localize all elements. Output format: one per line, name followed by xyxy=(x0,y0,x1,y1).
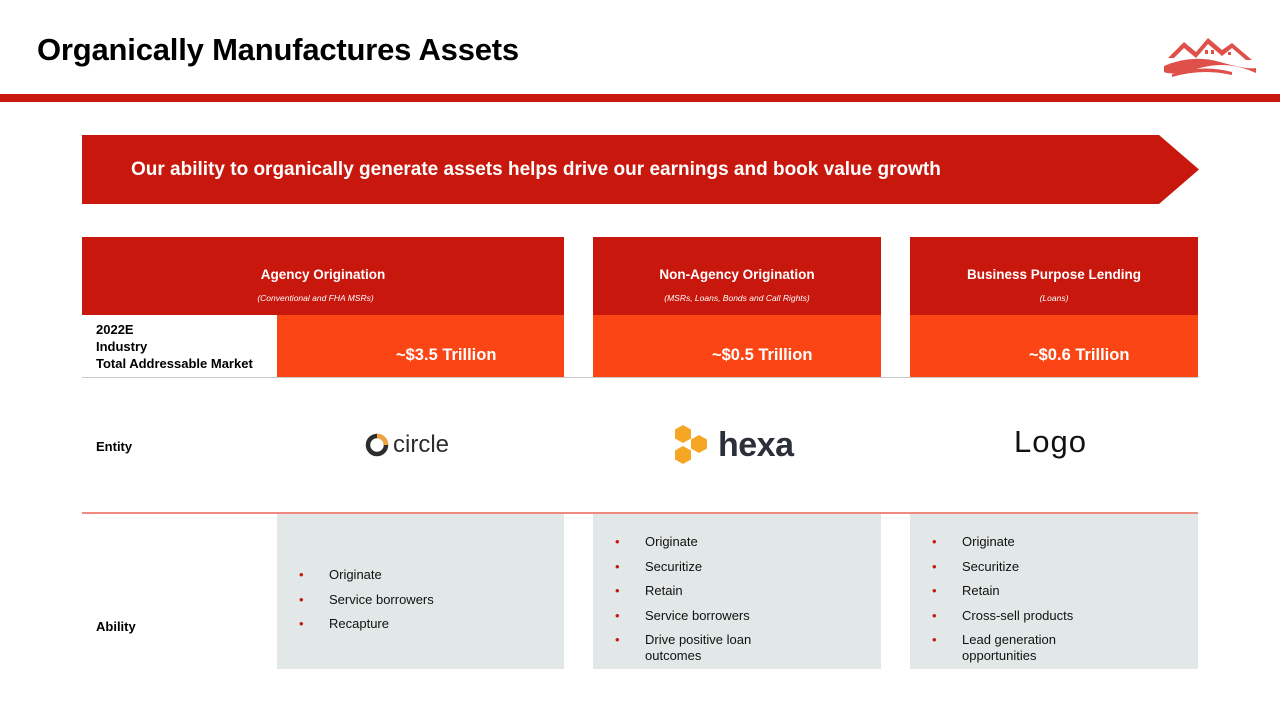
circle-logo-icon xyxy=(365,433,389,457)
column-header-agency: Agency Origination (Conventional and FHA… xyxy=(82,237,564,315)
column-subheading: (Conventional and FHA MSRs) xyxy=(257,293,374,303)
entity-logo-placeholder: Logo xyxy=(1014,424,1087,460)
list-item: Recapture xyxy=(299,616,434,632)
tam-cell-non-agency: ~$0.5 Trillion xyxy=(593,315,881,378)
list-item: Originate xyxy=(932,534,1073,550)
list-item: Lead generation opportunities xyxy=(932,632,1072,664)
honeycomb-icon xyxy=(675,425,707,464)
list-item: Service borrowers xyxy=(615,608,765,624)
list-item: Securitize xyxy=(932,559,1073,575)
ability-row-label: Ability xyxy=(96,619,136,634)
tam-cell-business-purpose: ~$0.6 Trillion xyxy=(910,315,1198,378)
tam-label-line: Industry xyxy=(96,339,148,354)
tam-label-line: Total Addressable Market xyxy=(96,356,253,371)
column-heading: Non-Agency Origination xyxy=(659,267,815,282)
column-subheading: (MSRs, Loans, Bonds and Call Rights) xyxy=(664,293,810,303)
tam-value: ~$0.6 Trillion xyxy=(1029,346,1130,364)
ability-panel-agency: Originate Service borrowers Recapture xyxy=(277,514,564,669)
row-divider xyxy=(82,512,1198,514)
tam-value: ~$3.5 Trillion xyxy=(396,346,497,364)
row-divider xyxy=(82,377,1198,378)
column-heading: Agency Origination xyxy=(260,267,386,282)
house-logo-icon xyxy=(1164,38,1256,77)
headline-banner: Our ability to organically generate asse… xyxy=(82,135,1199,204)
entity-name: Logo xyxy=(1014,424,1087,459)
tam-cell-agency: ~$3.5 Trillion xyxy=(277,315,564,378)
ability-panel-non-agency: Originate Securitize Retain Service borr… xyxy=(593,514,881,669)
list-item: Originate xyxy=(615,534,765,550)
ability-list: Originate Service borrowers Recapture xyxy=(299,567,434,641)
ability-panel-business-purpose: Originate Securitize Retain Cross-sell p… xyxy=(910,514,1198,669)
ability-list: Originate Securitize Retain Service borr… xyxy=(615,534,765,673)
tam-row-label: 2022E Industry Total Addressable Market xyxy=(96,321,253,372)
list-item: Securitize xyxy=(615,559,765,575)
ability-list: Originate Securitize Retain Cross-sell p… xyxy=(932,534,1073,673)
column-header-non-agency: Non-Agency Origination (MSRs, Loans, Bon… xyxy=(593,237,881,315)
list-item: Retain xyxy=(615,583,765,599)
list-item: Service borrowers xyxy=(299,592,434,608)
list-item: Drive positive loan outcomes xyxy=(615,632,765,664)
tam-value: ~$0.5 Trillion xyxy=(712,346,813,364)
list-item: Cross-sell products xyxy=(932,608,1073,624)
entity-name: circle xyxy=(393,431,450,458)
header-rule xyxy=(0,94,1280,102)
list-item: Retain xyxy=(932,583,1073,599)
column-header-business-purpose: Business Purpose Lending (Loans) xyxy=(910,237,1198,315)
banner-arrow-shape xyxy=(82,135,1199,204)
entity-row-label: Entity xyxy=(96,439,133,454)
entity-name: hexa xyxy=(718,426,794,464)
column-subheading: (Loans) xyxy=(1039,293,1069,303)
tam-label-line: 2022E xyxy=(96,322,134,337)
page-title: Organically Manufactures Assets xyxy=(37,32,519,67)
list-item: Originate xyxy=(299,567,434,583)
column-heading: Business Purpose Lending xyxy=(966,267,1142,282)
banner-text: Our ability to organically generate asse… xyxy=(131,159,941,180)
